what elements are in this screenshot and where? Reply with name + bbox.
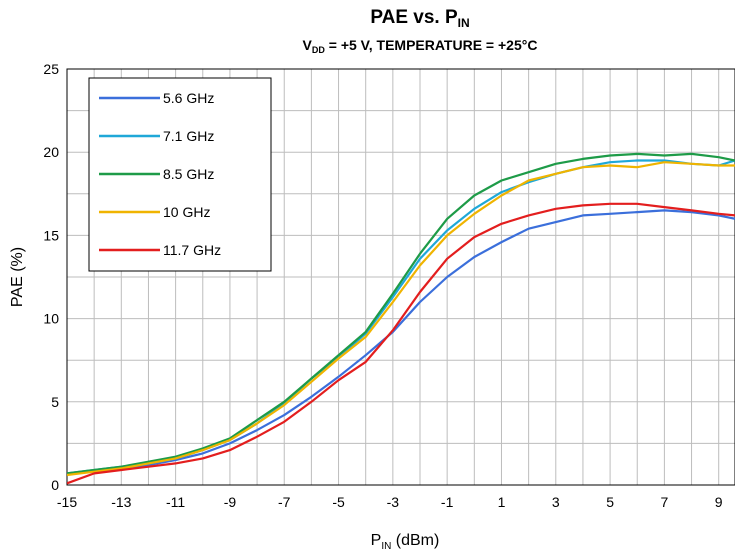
- y-tick-label: 20: [43, 144, 59, 160]
- series-line-4: [67, 202, 735, 485]
- y-tick-label: 25: [43, 61, 59, 77]
- x-tick-label: -3: [387, 494, 400, 510]
- series-line-2: [67, 152, 735, 475]
- x-tick-label: -5: [332, 494, 345, 510]
- legend-label-0: 5.6 GHz: [163, 90, 214, 106]
- y-axis-label: PAE (%): [9, 247, 26, 307]
- chart-subtitle-v: V: [303, 37, 313, 53]
- x-axis-label: PIN (dBm): [371, 532, 440, 552]
- chart-subtitle-subscript: DD: [312, 45, 325, 55]
- legend: 5.6 GHz 7.1 GHz 8.5 GHz 10 GHz 11.7 GHz: [88, 77, 272, 272]
- chart-title: PAE vs. PIN: [370, 7, 469, 30]
- chart-title-main: PAE vs. P: [370, 7, 458, 28]
- x-tick-label: -11: [166, 494, 185, 510]
- y-tick-label: 15: [43, 227, 59, 243]
- series-line-0: [67, 209, 735, 475]
- chart-subtitle-rest: = +5 V, TEMPERATURE = +25°C: [325, 37, 538, 53]
- x-tick-label: 7: [660, 494, 668, 510]
- x-tick-label: -13: [111, 494, 131, 510]
- x-tick-label: 1: [498, 494, 506, 510]
- y-tick-label: 5: [51, 394, 59, 410]
- x-tick-label: -15: [57, 494, 77, 510]
- x-axis-label-subscript: IN: [381, 541, 391, 552]
- legend-label-3: 10 GHz: [163, 204, 210, 220]
- x-tick-label: -7: [278, 494, 291, 510]
- x-tick-label: 9: [715, 494, 723, 510]
- grid-lines: [66, 68, 735, 486]
- x-tick-label: -9: [224, 494, 237, 510]
- y-tick-label: 0: [51, 477, 59, 493]
- x-tick-label: -1: [441, 494, 454, 510]
- x-tick-label: 5: [606, 494, 614, 510]
- chart-title-subscript: IN: [458, 16, 470, 30]
- legend-label-1: 7.1 GHz: [163, 128, 214, 144]
- series-lines: [67, 152, 735, 485]
- x-tick-label: 3: [552, 494, 560, 510]
- plot-frame: [66, 68, 735, 486]
- series-line-3: [67, 161, 735, 477]
- x-axis-label-unit: (dBm): [391, 532, 439, 549]
- legend-label-2: 8.5 GHz: [163, 166, 214, 182]
- y-tick-label: 10: [43, 311, 59, 327]
- x-axis-label-p: P: [371, 532, 382, 549]
- chart-subtitle: VDD = +5 V, TEMPERATURE = +25°C: [303, 37, 538, 55]
- legend-label-4: 11.7 GHz: [163, 242, 221, 258]
